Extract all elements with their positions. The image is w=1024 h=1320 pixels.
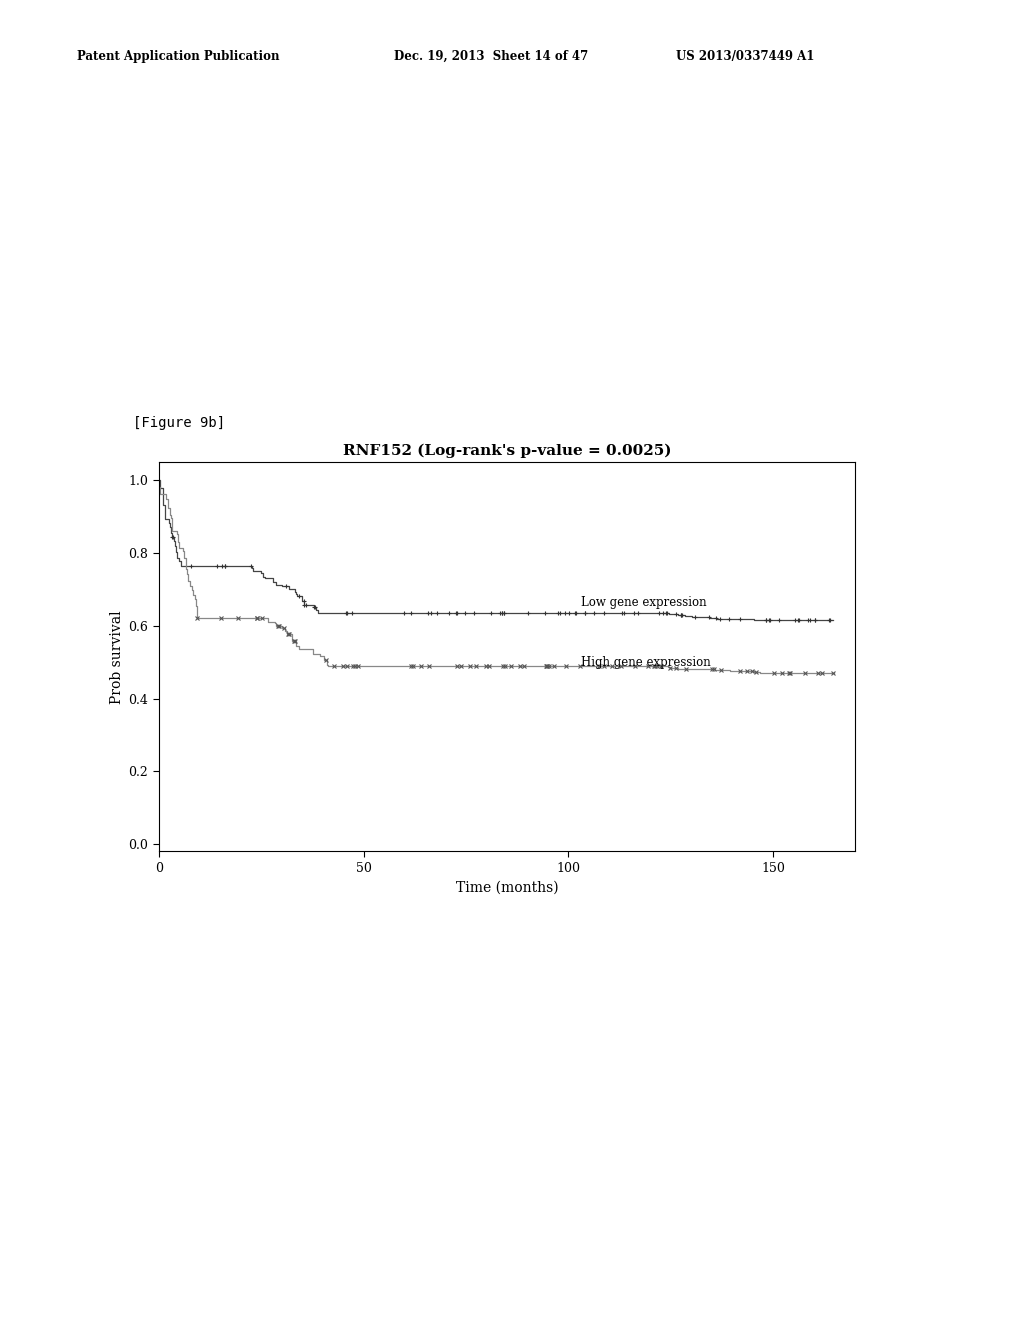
Text: Low gene expression: Low gene expression — [581, 595, 707, 609]
Text: Patent Application Publication: Patent Application Publication — [77, 50, 280, 63]
Title: RNF152 (Log-rank's p-value = 0.0025): RNF152 (Log-rank's p-value = 0.0025) — [343, 444, 671, 458]
Text: High gene expression: High gene expression — [581, 656, 711, 669]
Text: Dec. 19, 2013  Sheet 14 of 47: Dec. 19, 2013 Sheet 14 of 47 — [394, 50, 589, 63]
X-axis label: Time (months): Time (months) — [456, 880, 558, 895]
Y-axis label: Prob survival: Prob survival — [111, 610, 124, 704]
Text: [Figure 9b]: [Figure 9b] — [133, 416, 225, 430]
Text: US 2013/0337449 A1: US 2013/0337449 A1 — [676, 50, 814, 63]
